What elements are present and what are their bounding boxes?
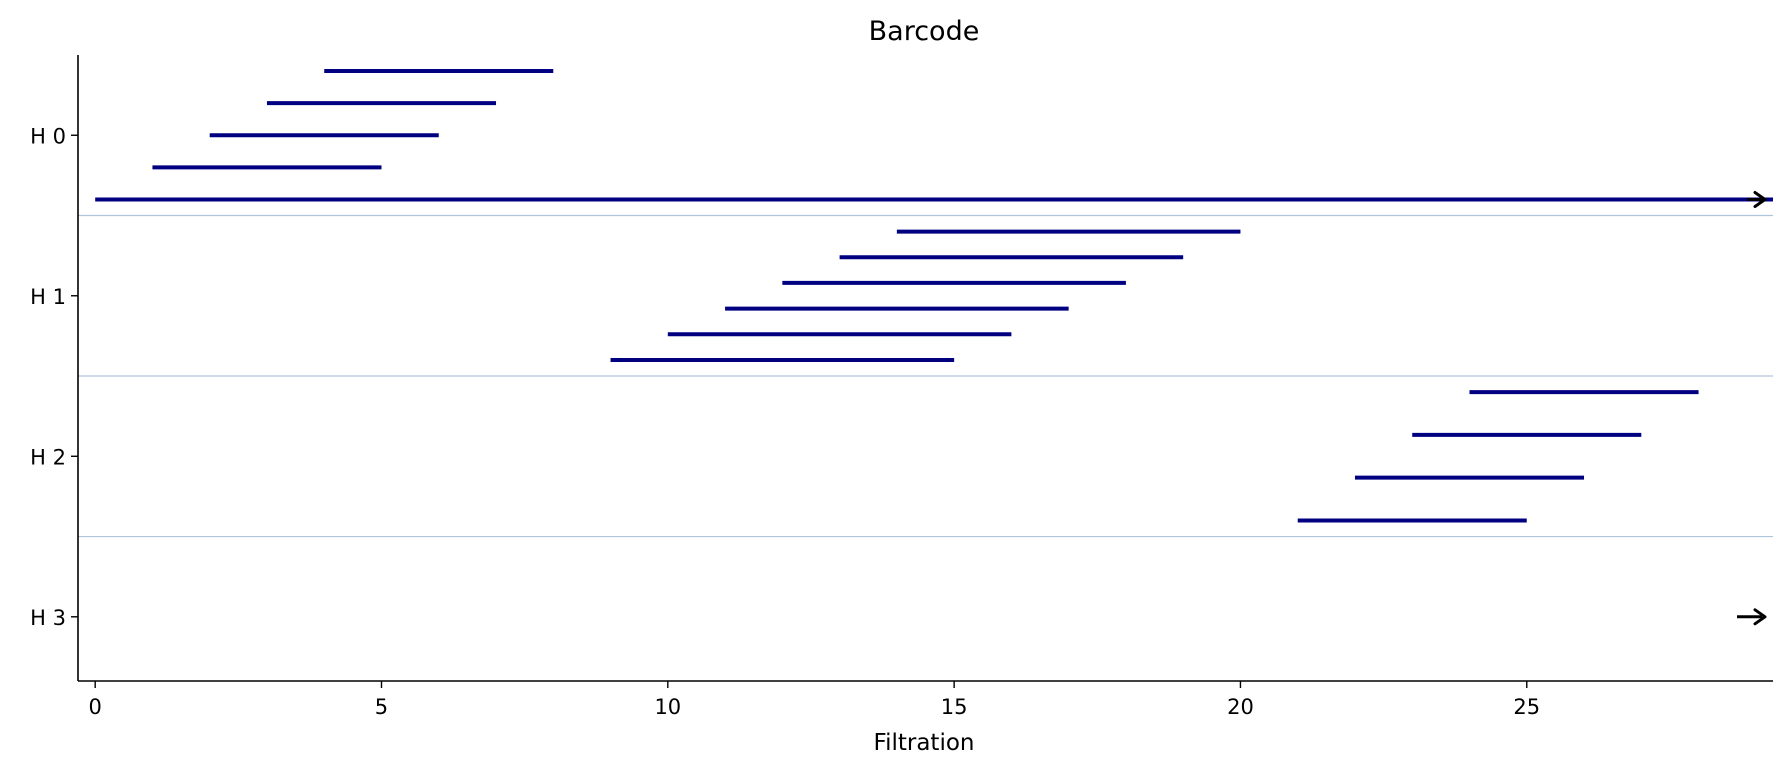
y-tick-label: H 2: [30, 445, 66, 469]
chart-title: Barcode: [869, 16, 980, 47]
x-tick-label: 15: [941, 695, 968, 719]
x-tick-label: 5: [375, 695, 388, 719]
x-ticks: 0 5 10 15 20 25: [88, 681, 1540, 719]
x-axis-label: Filtration: [874, 730, 975, 756]
bars: [95, 69, 1773, 523]
y-ticks: H 0 H 1 H 2 H 3: [30, 124, 78, 630]
infinity-arrow-head: [1753, 608, 1767, 626]
x-tick-label: 25: [1513, 695, 1540, 719]
y-tick-label: H 0: [30, 124, 66, 148]
x-tick-label: 0: [88, 695, 101, 719]
group-separators: [78, 214, 1773, 538]
infinity-arrow-head: [1753, 190, 1767, 208]
infinity-arrows: [1737, 190, 1767, 626]
x-tick-label: 10: [654, 695, 681, 719]
y-tick-label: H 3: [30, 606, 66, 630]
x-tick-label: 20: [1227, 695, 1254, 719]
y-tick-label: H 1: [30, 285, 66, 309]
